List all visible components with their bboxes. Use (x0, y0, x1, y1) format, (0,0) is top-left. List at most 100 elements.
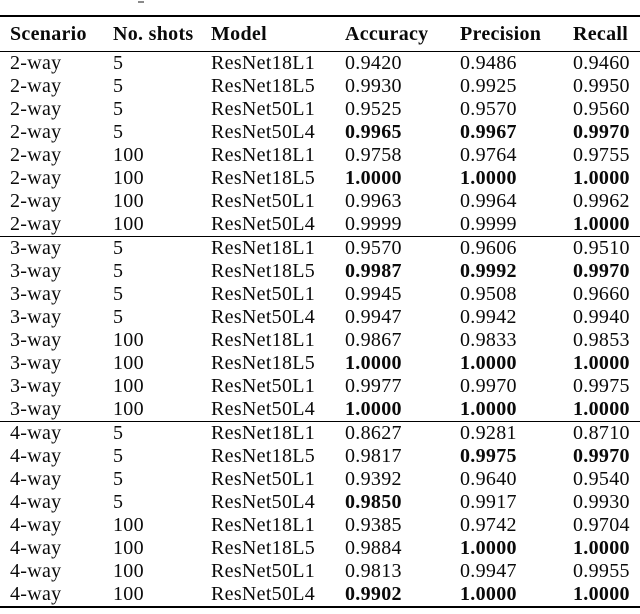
header-row: Scenario No. shots Model Accuracy Precis… (0, 16, 640, 52)
cell-precision: 0.9742 (460, 514, 517, 536)
column-header-precision: Precision (460, 16, 573, 52)
cell-model: ResNet50L4 (211, 213, 316, 235)
cell-recall: 1.0000 (573, 537, 630, 559)
cell-scenario: 3-way (10, 329, 62, 351)
cell-model: ResNet18L5 (211, 445, 316, 467)
cell-precision: 0.9970 (460, 375, 517, 397)
cell-recall: 0.9560 (573, 98, 630, 120)
cell-recall: 1.0000 (573, 398, 630, 420)
cell-precision: 0.9942 (460, 306, 517, 328)
cell-recall: 0.9962 (573, 190, 630, 212)
cell-scenario: 4-way (10, 445, 62, 467)
cell-accuracy: 1.0000 (345, 352, 402, 374)
table-row: 4-way 5 ResNet18L5 0.9817 0.9975 0.9970 (0, 445, 640, 468)
cell-recall: 0.9704 (573, 514, 630, 536)
cell-accuracy: 1.0000 (345, 167, 402, 189)
cell-shots: 100 (113, 144, 144, 166)
column-header-model: Model (211, 16, 345, 52)
table-row: 4-way 5 ResNet50L4 0.9850 0.9917 0.9930 (0, 491, 640, 514)
table-row: 2-way 100 ResNet50L1 0.9963 0.9964 0.9962 (0, 190, 640, 213)
cell-shots: 100 (113, 514, 144, 536)
cell-scenario: 3-way (10, 375, 62, 397)
cell-precision: 0.9999 (460, 213, 517, 235)
cell-scenario: 3-way (10, 260, 62, 282)
cell-precision: 0.9508 (460, 283, 517, 305)
cell-scenario: 4-way (0, 421, 113, 445)
cell-scenario: 3-way (10, 352, 62, 374)
table-body: 2-way 5 ResNet18L1 0.9420 0.9486 0.9460 2-way 5… (0, 52, 640, 608)
cell-precision: 1.0000 (460, 537, 517, 559)
cell-model: ResNet50L4 (211, 306, 316, 328)
cell-model: ResNet50L1 (211, 375, 316, 397)
table-row: 4-way 100 ResNet18L1 0.9385 0.9742 0.9704 (0, 514, 640, 537)
cell-accuracy: 0.9884 (345, 537, 402, 559)
cell-shots: 100 (113, 537, 144, 559)
cell-shots: 5 (113, 98, 124, 120)
cell-model: ResNet50L4 (211, 398, 316, 420)
cell-accuracy: 0.9385 (345, 514, 402, 536)
cell-shots: 5 (113, 468, 124, 490)
table-row: 4-way 100 ResNet50L1 0.9813 0.9947 0.9955 (0, 560, 640, 583)
cell-recall: 1.0000 (573, 583, 630, 605)
cell-precision: 0.9925 (460, 75, 517, 97)
table-row: 3-way 5 ResNet18L5 0.9987 0.9992 0.9970 (0, 260, 640, 283)
table-row: 3-way 100 ResNet18L5 1.0000 1.0000 1.0000 (0, 352, 640, 375)
cell-shots: 100 (113, 213, 144, 235)
cell-accuracy: 0.9867 (345, 329, 402, 351)
cell-model: ResNet50L4 (211, 583, 316, 605)
cell-scenario: 2-way (10, 98, 62, 120)
cell-accuracy: 0.9947 (345, 306, 402, 328)
cell-recall: 1.0000 (573, 167, 630, 189)
cell-accuracy: 0.9817 (345, 445, 402, 467)
cell-model: ResNet18L5 (211, 75, 316, 97)
cell-accuracy: 1.0000 (345, 398, 402, 420)
cell-model: ResNet50L4 (211, 121, 316, 143)
table-row: 2-way 100 ResNet18L1 0.9758 0.9764 0.9755 (0, 144, 640, 167)
cell-scenario: 2-way (10, 52, 62, 74)
cell-recall: 0.9950 (573, 75, 630, 97)
cell-model: ResNet50L1 (211, 468, 316, 490)
table-row: 4-way 100 ResNet50L4 0.9902 1.0000 1.0000 (0, 583, 640, 607)
cell-precision: 0.9281 (460, 421, 573, 445)
cell-recall: 0.9955 (573, 560, 630, 582)
cell-precision: 0.9947 (460, 560, 517, 582)
cell-recall: 0.8710 (573, 421, 640, 445)
table-row: 2-way 5 ResNet50L1 0.9525 0.9570 0.9560 (0, 98, 640, 121)
cell-shots: 100 (113, 583, 144, 605)
cell-scenario: 2-way (10, 190, 62, 212)
cell-accuracy: 0.9999 (345, 213, 402, 235)
cell-model: ResNet18L1 (211, 421, 345, 445)
cell-model: ResNet50L1 (211, 98, 316, 120)
cell-model: ResNet18L5 (211, 260, 316, 282)
table-row: 4-way 5 ResNet50L1 0.9392 0.9640 0.9540 (0, 468, 640, 491)
cell-model: ResNet18L1 (211, 236, 345, 260)
cell-recall: 0.9660 (573, 283, 630, 305)
cell-recall: 0.9940 (573, 306, 630, 328)
cell-shots: 100 (113, 329, 144, 351)
cell-accuracy: 0.9758 (345, 144, 402, 166)
cell-shots: 100 (113, 398, 144, 420)
cell-recall: 0.9970 (573, 121, 630, 143)
cell-scenario: 2-way (10, 121, 62, 143)
cell-accuracy: 0.9963 (345, 190, 402, 212)
cell-precision: 0.9640 (460, 468, 517, 490)
cell-precision: 1.0000 (460, 398, 517, 420)
cell-precision: 0.9570 (460, 98, 517, 120)
cell-shots: 5 (113, 445, 124, 467)
cell-model: ResNet18L1 (211, 52, 316, 74)
cell-shots: 100 (113, 352, 144, 374)
table-row: 3-way 100 ResNet18L1 0.9867 0.9833 0.9853 (0, 329, 640, 352)
cell-accuracy: 0.9420 (345, 52, 402, 74)
cell-scenario: 4-way (10, 583, 62, 605)
cell-accuracy: 0.9813 (345, 560, 402, 582)
column-header-shots: No. shots (113, 16, 211, 52)
cell-precision: 0.9975 (460, 445, 517, 467)
cell-recall: 0.9930 (573, 491, 630, 513)
cell-model: ResNet18L5 (211, 537, 316, 559)
cell-precision: 0.9967 (460, 121, 517, 143)
cell-recall: 1.0000 (573, 352, 630, 374)
table-header: Scenario No. shots Model Accuracy Precis… (0, 16, 640, 52)
cell-shots: 5 (113, 121, 124, 143)
cell-accuracy: 0.9850 (345, 491, 402, 513)
table-row: 2-way 5 ResNet50L4 0.9965 0.9967 0.9970 (0, 121, 640, 144)
